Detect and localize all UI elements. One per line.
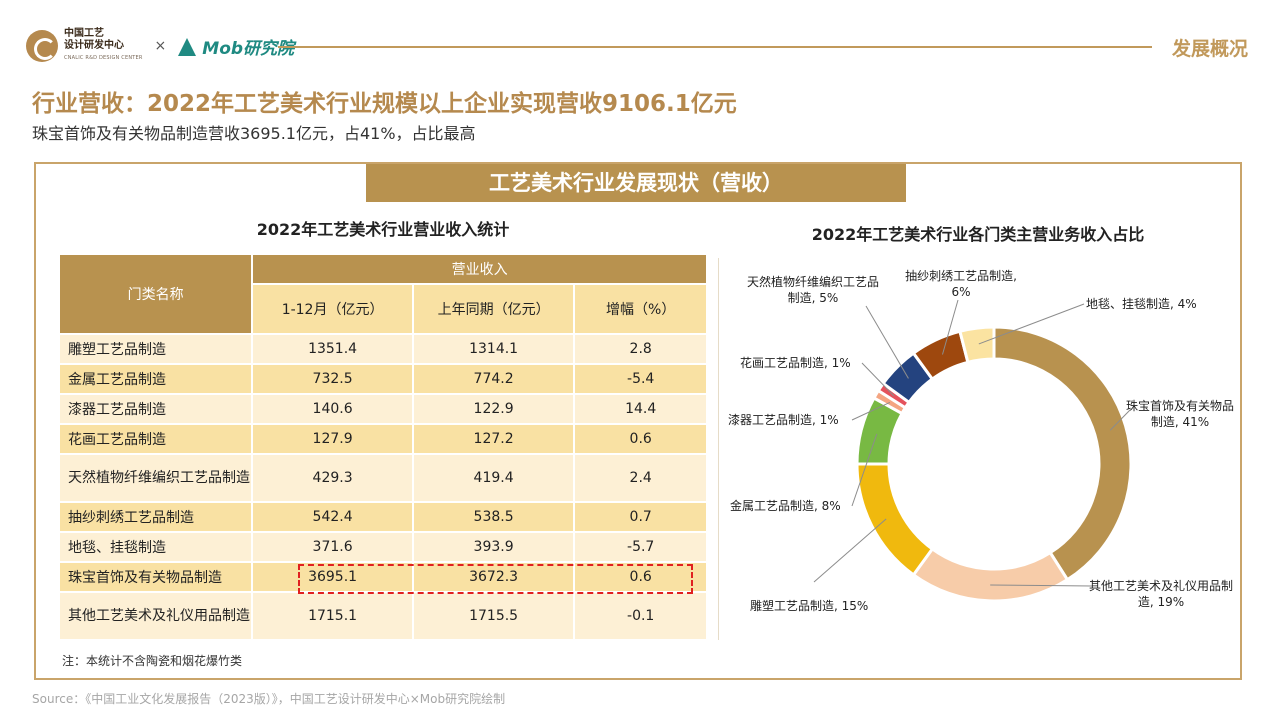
header-current: 1-12月（亿元） [251,283,414,335]
panel-divider [718,258,719,640]
revenue-table: 门类名称 营业收入 1-12月（亿元） 上年同期（亿元） 增幅（%） 雕塑工艺品… [57,253,708,641]
cell-v1: 542.4 [251,501,414,533]
cell-name: 珠宝首饰及有关物品制造 [57,561,254,593]
cell-v3: 2.8 [573,333,708,365]
cell-v3: 0.6 [573,423,708,455]
table-row: 抽纱刺绣工艺品制造 542.4 538.5 0.7 [57,501,708,533]
cell-v1: 127.9 [251,423,414,455]
table-row: 金属工艺品制造 732.5 774.2 -5.4 [57,363,708,395]
mob-logo-text: Mob研究院 [202,38,295,59]
cell-v2: 538.5 [411,501,576,533]
logo-line-1: 中国工艺 [64,28,104,39]
cell-name: 地毯、挂毯制造 [57,531,254,563]
table-row: 天然植物纤维编织工艺品制造 429.3 419.4 2.4 [57,453,708,503]
cell-v3: 14.4 [573,393,708,425]
cell-v2: 393.9 [411,531,576,563]
cell-v1: 429.3 [251,453,414,503]
cell-v2: 774.2 [411,363,576,395]
slice-label: 漆器工艺品制造, 1% [728,413,839,427]
cnalic-logo-text: 中国工艺 设计研发中心 CNALIC R&D DESIGN CENTER [64,28,143,64]
cell-v2: 419.4 [411,453,576,503]
logo-sub: CNALIC R&D DESIGN CENTER [64,55,143,61]
slice-label: 花画工艺品制造, 1% [740,356,851,370]
slice-label: 雕塑工艺品制造, 15% [750,599,869,613]
cnalic-logo-icon [26,30,58,62]
header-revenue-group: 营业收入 [251,253,708,285]
cell-name: 其他工艺美术及礼仪用品制造 [57,591,254,641]
cell-v1: 371.6 [251,531,414,563]
logo-times: × [154,38,167,54]
page-subtitle: 珠宝首饰及有关物品制造营收3695.1亿元，占41%，占比最高 [32,124,476,143]
section-banner: 工艺美术行业发展现状（营收） [366,164,906,202]
cell-v3: 2.4 [573,453,708,503]
cell-v3: 0.6 [573,561,708,593]
table-row: 珠宝首饰及有关物品制造 3695.1 3672.3 0.6 [57,561,708,593]
logo-line-2: 设计研发中心 [64,40,124,51]
table-row: 其他工艺美术及礼仪用品制造 1715.1 1715.5 -0.1 [57,591,708,641]
header-growth: 增幅（%） [573,283,708,335]
table-title: 2022年工艺美术行业营业收入统计 [256,220,510,239]
table-row: 雕塑工艺品制造 1351.4 1314.1 2.8 [57,333,708,365]
cell-v3: -5.4 [573,363,708,395]
cell-v3: 0.7 [573,501,708,533]
cell-v1: 140.6 [251,393,414,425]
table-note: 注：本统计不含陶瓷和烟花爆竹类 [62,654,243,668]
header-category: 门类名称 [57,253,254,335]
cell-v1: 732.5 [251,363,414,395]
cell-v2: 122.9 [411,393,576,425]
table-row: 漆器工艺品制造 140.6 122.9 14.4 [57,393,708,425]
cell-v2: 1715.5 [411,591,576,641]
chart-title: 2022年工艺美术行业各门类主营业务收入占比 [811,225,1145,244]
header-prior: 上年同期（亿元） [411,283,576,335]
slice-label: 地毯、挂毯制造, 4% [1086,297,1197,311]
cell-name: 花画工艺品制造 [57,423,254,455]
slice-label: 珠宝首饰及有关物品制造, 41% [1126,399,1235,429]
cell-name: 金属工艺品制造 [57,363,254,395]
source-text: Source：《中国工业文化发展报告（2023版）》，中国工艺设计研发中心×Mo… [32,692,506,706]
cell-v1: 1351.4 [251,333,414,365]
mob-logo-icon [178,36,198,56]
cell-v2: 1314.1 [411,333,576,365]
slice-label: 天然植物纤维编织工艺品制造, 5% [746,275,879,305]
section-tag: 发展概况 [1171,38,1248,60]
cell-v2: 3672.3 [411,561,576,593]
cell-v1: 1715.1 [251,591,414,641]
slice-label: 金属工艺品制造, 8% [730,499,841,513]
content-frame [34,162,1242,680]
cell-v3: -5.7 [573,531,708,563]
slice-label: 抽纱刺绣工艺品制造, 6% [905,269,1017,299]
table-row: 地毯、挂毯制造 371.6 393.9 -5.7 [57,531,708,563]
logo-group: 中国工艺 设计研发中心 CNALIC R&D DESIGN CENTER × M… [26,28,295,64]
cell-name: 漆器工艺品制造 [57,393,254,425]
table-row: 花画工艺品制造 127.9 127.2 0.6 [57,423,708,455]
header-divider [278,46,1152,48]
slice-label: 其他工艺美术及礼仪用品制造, 19% [1088,579,1233,609]
cell-name: 天然植物纤维编织工艺品制造 [57,453,254,503]
cell-name: 抽纱刺绣工艺品制造 [57,501,254,533]
page-title: 行业营收：2022年工艺美术行业规模以上企业实现营收9106.1亿元 [32,91,737,117]
cell-v1: 3695.1 [251,561,414,593]
cell-v3: -0.1 [573,591,708,641]
cell-name: 雕塑工艺品制造 [57,333,254,365]
highlight-box [298,564,693,594]
cell-v2: 127.2 [411,423,576,455]
